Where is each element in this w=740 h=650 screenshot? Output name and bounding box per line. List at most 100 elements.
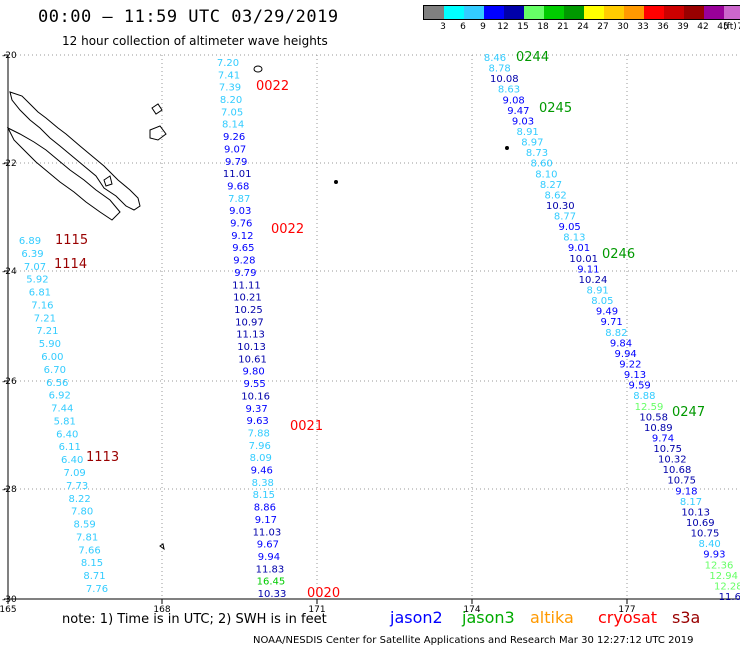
pass-time-label: 1115 xyxy=(55,233,88,248)
pass-time-label: 1114 xyxy=(54,257,87,272)
wave-height-value: 9.59 xyxy=(629,381,651,392)
pass-time-label: 1113 xyxy=(86,450,119,465)
wave-height-value: 9.03 xyxy=(229,206,251,217)
wave-height-value: 8.15 xyxy=(81,558,103,569)
wave-height-value: 7.07 xyxy=(24,262,46,273)
wave-height-value: 11.60 xyxy=(719,592,740,603)
wave-height-value: 10.30 xyxy=(546,201,575,212)
wave-height-value: 9.55 xyxy=(243,379,265,390)
wave-height-value: 7.39 xyxy=(219,83,241,94)
wave-height-value: 8.09 xyxy=(250,453,272,464)
wave-height-value: 10.32 xyxy=(658,455,687,466)
wave-height-value: 10.08 xyxy=(490,74,519,85)
small-island-north xyxy=(253,65,263,73)
colorbar-swatch xyxy=(524,6,544,19)
wave-height-value: 7.76 xyxy=(86,584,108,595)
wave-height-value: 7.41 xyxy=(218,70,240,81)
wave-height-value: 8.13 xyxy=(563,233,585,244)
wave-height-value: 10.75 xyxy=(691,529,720,540)
time-labels: 1115 1114 1113 0022 0022 0021 0020 0244 0245 0246… xyxy=(54,50,705,601)
wave-height-value: 6.40 xyxy=(56,429,78,440)
satellite-legend-item: jason3 xyxy=(462,608,515,627)
wave-height-value: 11.03 xyxy=(253,527,282,538)
wave-height-value: 10.61 xyxy=(238,354,267,365)
colorbar-label: 70 xyxy=(733,22,740,32)
wave-height-value: 6.00 xyxy=(41,352,63,363)
credit-line: NOAA/NESDIS Center for Satellite Applica… xyxy=(253,635,694,646)
wave-height-value: 10.01 xyxy=(569,254,598,265)
wave-height-value: 8.40 xyxy=(699,539,721,550)
wave-height-value: 8.63 xyxy=(498,85,520,96)
colorbar-swatch xyxy=(644,6,664,19)
x-tick-label: 171 xyxy=(308,605,325,615)
wave-height-value: 8.14 xyxy=(222,120,244,131)
wave-height-value: 9.12 xyxy=(231,231,253,242)
small-island-central xyxy=(505,146,509,150)
wave-height-value: 8.59 xyxy=(73,520,95,531)
wave-height-value: 9.08 xyxy=(503,95,525,106)
wave-height-value: 9.13 xyxy=(624,370,646,381)
wave-height-value: 6.39 xyxy=(21,249,43,260)
loyalty-island-1 xyxy=(151,103,163,115)
colorbar-swatches xyxy=(423,5,740,20)
colorbar-label: 21 xyxy=(557,22,569,32)
wave-height-value: 8.78 xyxy=(489,64,511,75)
wave-height-value: 7.88 xyxy=(248,428,270,439)
colorbar-swatch xyxy=(504,6,524,19)
wave-height-value: 9.49 xyxy=(596,307,618,318)
wave-height-value: 8.20 xyxy=(220,95,242,106)
page-title: 00:00 – 11:59 UTC 03/29/2019 xyxy=(38,7,339,27)
footer-note: note: 1) Time is in UTC; 2) SWH is in fe… xyxy=(62,612,327,627)
wave-height-value: 7.05 xyxy=(221,107,243,118)
wave-height-value: 9.79 xyxy=(225,157,247,168)
satellite-legend-item: altika xyxy=(530,608,574,627)
wave-height-value: 7.80 xyxy=(71,507,93,518)
wave-height-value: 9.28 xyxy=(233,256,255,267)
wave-height-value: 6.92 xyxy=(49,391,71,402)
pass-time-label: 0246 xyxy=(602,247,635,262)
satellite-legend-item: jason2 xyxy=(390,608,443,627)
wave-height-value: 8.38 xyxy=(252,478,274,489)
wave-height-value: 9.37 xyxy=(246,404,268,415)
wave-height-value: 9.79 xyxy=(234,268,256,279)
wave-height-value: 9.07 xyxy=(224,144,246,155)
wave-height-value: 12.28 xyxy=(714,581,740,592)
wave-height-value: 6.81 xyxy=(29,288,51,299)
wave-height-value: 8.71 xyxy=(83,571,105,582)
wave-height-value: 10.75 xyxy=(667,476,696,487)
wave-height-value: 12.59 xyxy=(635,402,664,413)
wave-height-value: 9.80 xyxy=(242,367,264,378)
y-tick-label: -28 xyxy=(2,485,17,495)
colorbar-label: 3 xyxy=(440,22,446,32)
wave-height-value: 8.46 xyxy=(484,53,506,64)
wave-height-value: 8.86 xyxy=(254,503,276,514)
wave-height-value: 8.97 xyxy=(521,138,543,149)
wave-height-value: 8.10 xyxy=(535,169,557,180)
y-tick-label: -30 xyxy=(2,595,17,605)
small-island-east xyxy=(334,180,338,184)
pass-time-label: 0245 xyxy=(539,101,572,116)
wave-height-value: 8.22 xyxy=(68,494,90,505)
satellite-legend-item: s3a xyxy=(672,608,701,627)
wave-height-value: 7.21 xyxy=(36,326,58,337)
wave-height-value: 10.69 xyxy=(686,518,715,529)
wave-height-value: 9.93 xyxy=(703,550,725,561)
wave-height-value: 7.20 xyxy=(217,58,239,69)
wave-height-value: 7.09 xyxy=(64,468,86,479)
wave-height-value: 8.82 xyxy=(605,328,627,339)
colorbar-label: 9 xyxy=(480,22,486,32)
wave-height-value: 7.73 xyxy=(66,481,88,492)
colorbar-label: 24 xyxy=(577,22,589,32)
wave-height-value: 10.58 xyxy=(639,412,668,423)
colorbar-swatch xyxy=(444,6,464,19)
wave-height-value: 7.87 xyxy=(228,194,250,205)
wave-height-value: 10.25 xyxy=(234,305,263,316)
colorbar-unit: (ft) xyxy=(723,22,737,32)
wave-height-value: 10.97 xyxy=(235,317,264,328)
x-tick-label: 174 xyxy=(463,605,480,615)
colorbar-labels: 36912151821242730333639424570(ft) xyxy=(423,22,740,36)
colorbar-label: 27 xyxy=(597,22,609,32)
wave-height-value: 10.13 xyxy=(681,507,710,518)
new-caledonia-coast-inner xyxy=(6,126,121,221)
